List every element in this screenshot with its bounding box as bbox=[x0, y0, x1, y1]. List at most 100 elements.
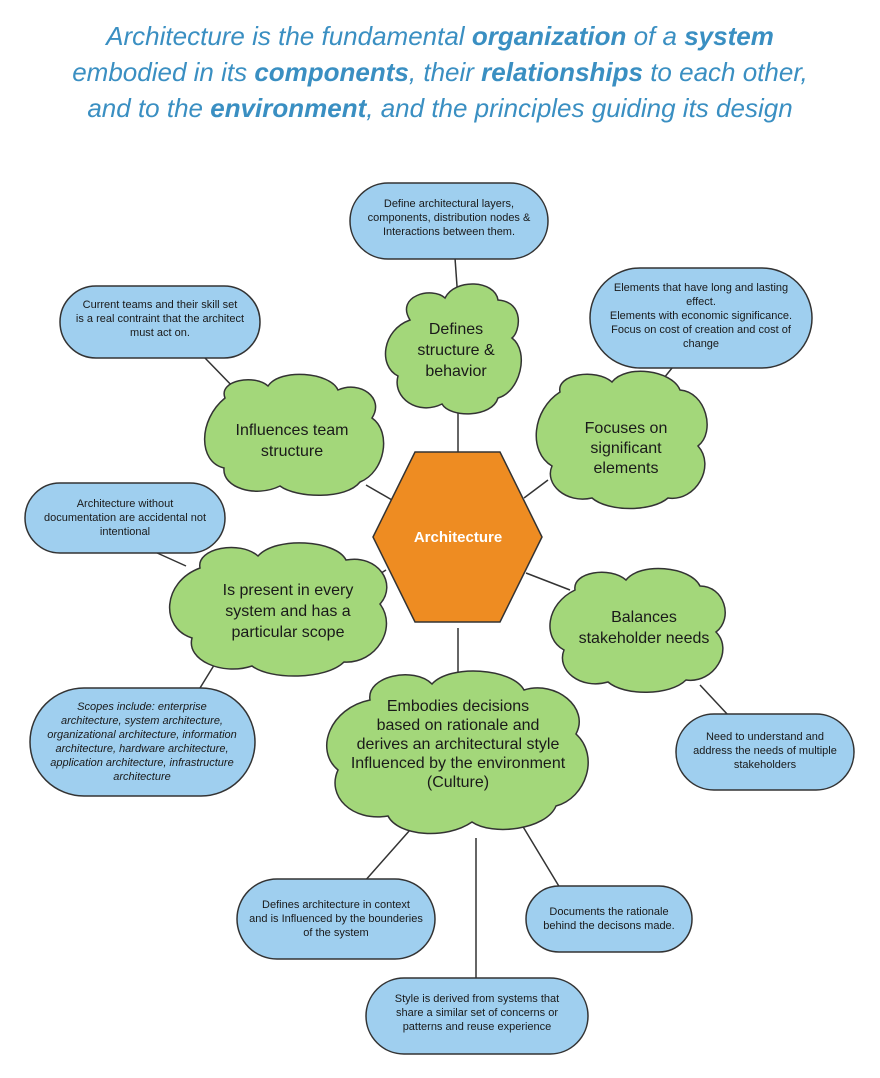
note-rationale-text: Documents the rationale behind the deciso… bbox=[543, 906, 674, 932]
note-layers bbox=[349, 182, 549, 260]
cloud-decisions-label-line: derives an architectural style bbox=[357, 736, 560, 753]
cloud-stakeholder-label-line: Balances bbox=[611, 609, 677, 626]
cloud-structure-label: Defines structure & behavior bbox=[417, 321, 495, 380]
note-scopes-text-line: organizational architecture, information bbox=[47, 729, 237, 741]
cloud-significant-label-line: elements bbox=[594, 460, 659, 477]
cloud-present bbox=[168, 542, 388, 677]
note-style-text-line: patterns and reuse experience bbox=[403, 1021, 552, 1033]
note-elements-text-line: Focus on cost of creation and cost of bbox=[611, 324, 792, 336]
cloud-decisions-label-line: Influenced by the environment bbox=[351, 755, 566, 772]
cloud-present-label: Is present in every system and has a parti… bbox=[223, 582, 354, 641]
note-context-text: Defines architecture in context and is In… bbox=[249, 899, 423, 939]
cloud-decisions-label-line: (Culture) bbox=[427, 774, 489, 791]
note-stakeholders bbox=[675, 713, 855, 791]
cloud-stakeholder bbox=[549, 567, 726, 693]
note-scopes-text-line: architecture bbox=[113, 771, 170, 783]
headline-emphasis: organization bbox=[471, 21, 627, 51]
note-scopes-text-line: architecture, hardware architecture, bbox=[55, 743, 228, 755]
cloud-decisions bbox=[326, 670, 589, 835]
cloud-structure-label-line: structure & bbox=[417, 342, 495, 359]
note-teams bbox=[59, 285, 261, 359]
note-elements bbox=[589, 267, 813, 369]
note-elements-text-line: effect. bbox=[686, 296, 716, 308]
cloud-team bbox=[204, 373, 385, 496]
connector-documentation bbox=[154, 551, 187, 567]
note-scopes-text-line: architecture, system architecture, bbox=[61, 715, 223, 727]
cloud-significant bbox=[535, 370, 708, 510]
note-elements-text-line: Elements with economic significance. bbox=[610, 310, 792, 322]
headline-emphasis: components bbox=[254, 57, 409, 87]
note-teams-text: Current teams and their skill set is a re… bbox=[76, 299, 244, 339]
hexagon-architecture bbox=[372, 451, 543, 623]
note-scopes-text-line: Scopes include: enterprise bbox=[77, 701, 207, 713]
center-label-line: Architecture bbox=[414, 529, 502, 546]
cloud-present-label-line: system and has a bbox=[225, 603, 351, 620]
headline-text: to each other, bbox=[642, 57, 808, 87]
note-teams-text-line: is a real contraint that the architect bbox=[76, 313, 244, 325]
note-style-text-line: Style is derived from systems that bbox=[395, 993, 559, 1005]
cloud-stakeholder-label: Balances stakeholder needs bbox=[579, 609, 710, 647]
note-rationale-text-line: behind the decisons made. bbox=[543, 920, 674, 932]
headline-line-2: embodied in its components, their relati… bbox=[0, 54, 880, 90]
note-teams-text-line: must act on. bbox=[130, 327, 190, 339]
note-context bbox=[236, 878, 436, 960]
note-documentation-text-line: intentional bbox=[100, 526, 150, 538]
connector-context bbox=[363, 829, 411, 883]
notes bbox=[24, 182, 855, 1055]
cloud-structure-label-line: Defines bbox=[429, 321, 483, 338]
cloud-decisions-label-line: Embodies decisions bbox=[387, 698, 529, 715]
labels: Architecture Defines structure & behavior In… bbox=[44, 198, 837, 1033]
cloud-present-label-line: Is present in every bbox=[223, 582, 354, 599]
note-style-text: Style is derived from systems that share … bbox=[395, 993, 559, 1033]
headline-emphasis: system bbox=[684, 21, 774, 51]
headline-text: , their bbox=[408, 57, 482, 87]
headline-text: and to the bbox=[87, 93, 211, 123]
note-layers-text: Define architectural layers, components, … bbox=[368, 198, 531, 238]
connector-rationale bbox=[521, 824, 561, 889]
cloud-structure bbox=[384, 283, 522, 415]
cloud-significant-label: Focuses on significant elements bbox=[585, 420, 668, 477]
center-label: Architecture bbox=[414, 529, 502, 546]
headline-text: of a bbox=[626, 21, 685, 51]
note-documentation-text: Architecture without documentation are ac… bbox=[44, 498, 206, 538]
note-layers-text-line: Define architectural layers, bbox=[384, 198, 514, 210]
note-elements-text: Elements that have long and lasting effec… bbox=[610, 282, 792, 350]
note-style bbox=[365, 977, 589, 1055]
headline-text: embodied in its bbox=[72, 57, 255, 87]
note-documentation-text-line: Architecture without bbox=[77, 498, 174, 510]
note-context-text-line: and is Influenced by the bounderies bbox=[249, 913, 423, 925]
headline-emphasis: environment bbox=[210, 93, 367, 123]
note-stakeholders-text-line: Need to understand and bbox=[706, 731, 824, 743]
note-scopes-text-line: application architecture, infrastructure bbox=[50, 757, 233, 769]
cloud-decisions-label: Embodies decisions based on rationale and… bbox=[351, 698, 566, 791]
connector-significant-hex bbox=[523, 479, 549, 499]
cloud-team-label-line: structure bbox=[261, 443, 323, 460]
connector-team-hex bbox=[365, 484, 393, 501]
note-teams-text-line: Current teams and their skill set bbox=[83, 299, 238, 311]
cloud-team-label-line: Influences team bbox=[236, 422, 349, 439]
note-stakeholders-text-line: stakeholders bbox=[734, 759, 797, 771]
note-layers-text-line: components, distribution nodes & bbox=[368, 212, 531, 224]
headline-emphasis: relationships bbox=[481, 57, 643, 87]
note-stakeholders-text-line: address the needs of multiple bbox=[693, 745, 837, 757]
note-elements-text-line: Elements that have long and lasting bbox=[614, 282, 788, 294]
cloud-significant-label-line: significant bbox=[590, 440, 662, 457]
note-documentation-text-line: documentation are accidental not bbox=[44, 512, 206, 524]
cloud-team-label: Influences team structure bbox=[236, 422, 349, 460]
connector-stakeholder-hex bbox=[525, 572, 571, 591]
note-stakeholders-text: Need to understand and address the needs … bbox=[693, 731, 837, 771]
note-documentation bbox=[24, 482, 226, 554]
note-context-text-line: Defines architecture in context bbox=[262, 899, 410, 911]
note-scopes-text: Scopes include: enterprise architecture, … bbox=[47, 701, 237, 783]
headline-line-3: and to the environment, and the principl… bbox=[0, 90, 880, 126]
note-elements-text-line: change bbox=[683, 338, 719, 350]
cloud-stakeholder-label-line: stakeholder needs bbox=[579, 630, 710, 647]
note-context-text-line: of the system bbox=[303, 927, 368, 939]
note-layers-text-line: Interactions between them. bbox=[383, 226, 515, 238]
clouds bbox=[168, 283, 726, 835]
headline-text: , and the principles guiding its design bbox=[366, 93, 793, 123]
headline-line-1: Architecture is the fundamental organiza… bbox=[0, 18, 880, 54]
headline-text: Architecture is the fundamental bbox=[106, 21, 472, 51]
cloud-structure-label-line: behavior bbox=[425, 363, 487, 380]
